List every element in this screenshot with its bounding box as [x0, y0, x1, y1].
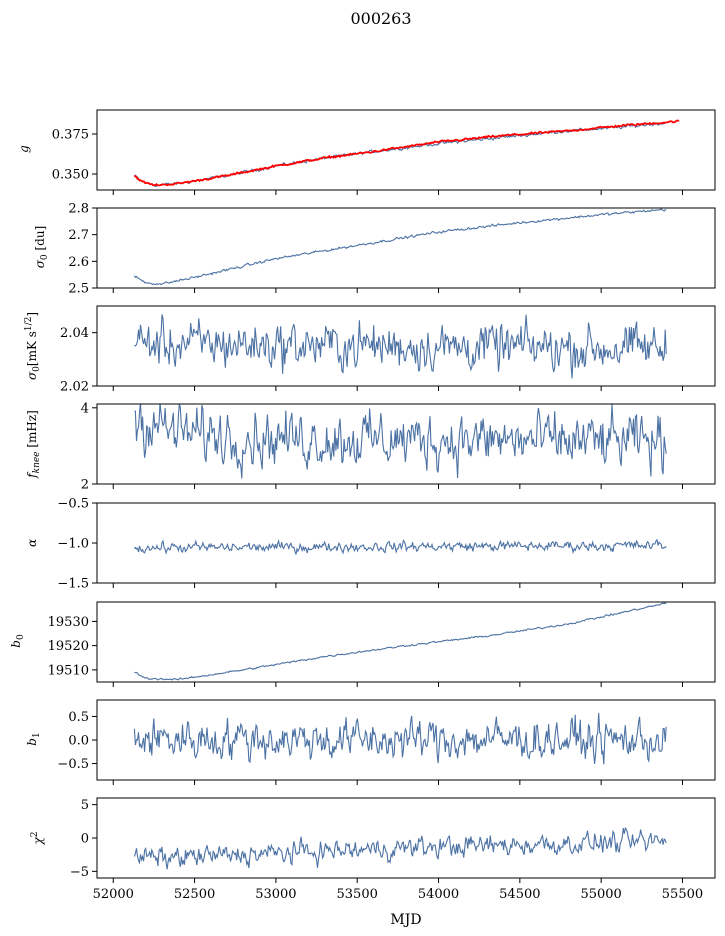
- x-tick-label: 55000: [580, 887, 621, 902]
- y-tick-label: −0.5: [57, 497, 89, 512]
- ylabel-sigma0-du: σ0 [du]: [33, 226, 50, 269]
- plot-frame: [96, 305, 716, 387]
- x-tick-label: 55500: [662, 887, 703, 902]
- xlabel-mjd: MJD: [390, 912, 421, 928]
- x-tick-label: 52000: [93, 887, 134, 902]
- plot-frame: [96, 502, 716, 584]
- plot-area-fknee: 24: [81, 401, 716, 493]
- series-line-2-0: [134, 314, 667, 379]
- y-tick-label: 0: [81, 832, 89, 847]
- figure-title: 000263: [350, 9, 411, 28]
- panel-b1: −0.5 0.0 0.5 b1: [25, 699, 716, 785]
- series-line-0-1: [133, 119, 680, 187]
- panel-b0: 19510 19520 19530 b0: [9, 601, 716, 687]
- plot-area-b1: −0.5 0.0 0.5: [57, 699, 716, 785]
- y-tick-label: 2.02: [60, 380, 89, 395]
- plot-frame: [96, 207, 716, 289]
- y-tick-label: −1.5: [57, 577, 89, 592]
- series-line-6-0: [133, 712, 667, 765]
- ylabel-fknee: fknee [mHz]: [25, 410, 42, 479]
- plot-area-chi2: −5 0 5 52000 52500 53000 53500 54000 54500 55000 5…: [70, 797, 716, 902]
- x-tick-label: 54000: [418, 887, 459, 902]
- plot-frame: [96, 601, 716, 683]
- ylabel-alpha: α: [25, 539, 39, 547]
- series-line-5-0: [134, 602, 667, 681]
- panel-chi2: −5 0 5 52000 52500 53000 53500 54000 54500 55000 5…: [30, 797, 716, 902]
- y-tick-label: 19530: [48, 615, 89, 630]
- plot-area-sigma0-du: 2.5 2.6 2.7 2.8: [68, 202, 716, 297]
- y-tick-label: 19520: [48, 639, 89, 654]
- panel-fknee: 24 fknee [mHz]: [25, 401, 716, 493]
- series-line-1-0: [133, 208, 667, 286]
- plot-area-alpha: −1.5 −1.0 −0.5: [57, 497, 716, 592]
- ylabel-chi2: χ2: [30, 831, 45, 845]
- x-tick-label: 54500: [499, 887, 540, 902]
- plot-area-b0: 19510 19520 19530: [48, 601, 716, 687]
- panel-alpha: −1.5 −1.0 −0.5 α: [25, 497, 716, 592]
- series-line-7-0: [133, 827, 667, 870]
- ylabel-b1: b1: [25, 732, 42, 745]
- y-tick-label: 2.6: [68, 255, 89, 270]
- series-line-4-0: [133, 538, 667, 555]
- panel-g: 0.350 0.375 g: [17, 109, 716, 195]
- series-line-3-0: [134, 404, 667, 479]
- y-tick-label: 19510: [48, 663, 89, 678]
- y-tick-label: 0.375: [52, 128, 89, 143]
- plot-area-g: 0.350 0.375: [52, 109, 716, 195]
- y-tick-label: 0.350: [52, 168, 89, 183]
- y-tick-label: 5: [81, 798, 89, 813]
- x-tick-label: 53000: [255, 887, 296, 902]
- y-tick-label: 2.5: [68, 282, 89, 297]
- y-tick-label: 2.7: [68, 228, 89, 243]
- y-tick-label: 4: [81, 401, 89, 416]
- plot-frame: [96, 403, 716, 485]
- y-tick-label: 2.8: [68, 202, 89, 217]
- y-tick-label: 2.04: [60, 326, 89, 341]
- y-tick-label: −5: [70, 865, 89, 880]
- x-tick-label: 53500: [337, 887, 378, 902]
- plot-frame: [96, 109, 716, 191]
- ylabel-sigma0-mk: σ0[mK s1/2]: [24, 312, 42, 380]
- y-tick-label: 2: [81, 478, 89, 493]
- y-tick-label: −1.0: [57, 537, 89, 552]
- y-tick-label: 0.0: [68, 734, 89, 749]
- y-tick-label: 0.5: [68, 710, 89, 725]
- panel-sigma0-du: 2.5 2.6 2.7 2.8 σ0 [du]: [33, 202, 716, 297]
- panel-sigma0-mk: 2.02 2.04 σ0[mK s1/2]: [24, 305, 716, 395]
- x-tick-label: 52500: [174, 887, 215, 902]
- plot-area-sigma0-mk: 2.02 2.04: [60, 305, 716, 395]
- ylabel-g: g: [17, 145, 31, 153]
- ylabel-b0: b0: [9, 634, 26, 648]
- y-tick-label: −0.5: [57, 757, 89, 772]
